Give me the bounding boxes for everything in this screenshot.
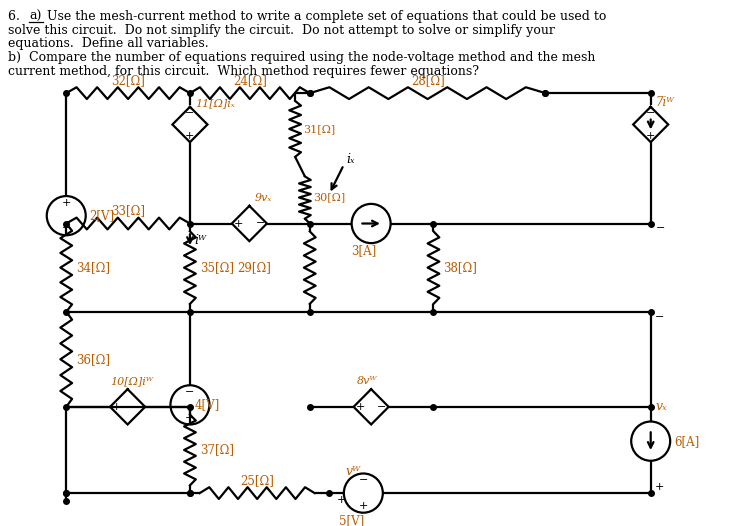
Text: +: + [356,402,365,412]
Text: −: − [134,402,143,412]
Text: 31[Ω]: 31[Ω] [303,124,335,134]
Text: 3[A]: 3[A] [351,245,376,257]
Text: 29[Ω]: 29[Ω] [237,261,271,274]
Text: equations.  Define all variables.: equations. Define all variables. [7,37,208,50]
Text: +: + [185,132,195,141]
Text: −: − [62,224,71,234]
Text: 2[V]: 2[V] [90,209,115,222]
Text: 7iᵂ: 7iᵂ [656,96,674,109]
Text: 6.: 6. [7,10,28,23]
Text: 25[Ω]: 25[Ω] [240,474,274,487]
Text: +: + [185,412,195,422]
Text: 4[V]: 4[V] [195,398,220,411]
Text: 36[Ω]: 36[Ω] [76,353,110,366]
Text: vₓ: vₓ [656,400,667,413]
Text: −: − [656,224,665,234]
Text: +: + [112,402,122,412]
Text: solve this circuit.  Do not simplify the circuit.  Do not attempt to solve or si: solve this circuit. Do not simplify the … [7,24,555,36]
Text: −: − [185,108,195,118]
Text: +: + [359,501,368,511]
Text: 6[A]: 6[A] [674,434,699,448]
Text: −: − [377,402,386,412]
Text: −: − [359,476,368,485]
Text: +: + [234,218,243,228]
Text: vᵂ: vᵂ [346,465,361,478]
Text: 28[Ω]: 28[Ω] [411,74,445,87]
Text: 32[Ω]: 32[Ω] [111,74,145,87]
Text: 5[V]: 5[V] [339,514,364,526]
Text: 38[Ω]: 38[Ω] [443,261,477,274]
Text: +: + [337,495,347,505]
Text: 9vₓ: 9vₓ [254,193,272,203]
Text: 10[Ω]iᵂ: 10[Ω]iᵂ [110,376,153,386]
Text: −: − [654,311,664,321]
Text: 30[Ω]: 30[Ω] [313,193,345,203]
Text: Use the mesh-current method to write a complete set of equations that could be u: Use the mesh-current method to write a c… [43,10,606,23]
Text: 34[Ω]: 34[Ω] [76,261,110,274]
Text: 24[Ω]: 24[Ω] [233,74,267,87]
Text: 11[Ω]iₓ: 11[Ω]iₓ [195,98,234,108]
Text: iᵂ: iᵂ [195,234,207,247]
Text: −: − [185,387,195,397]
Text: a): a) [29,10,42,23]
Text: +: + [654,482,664,492]
Text: +: + [62,198,71,208]
Text: 35[Ω]: 35[Ω] [200,261,233,274]
Text: 33[Ω]: 33[Ω] [111,204,145,217]
Text: +: + [646,132,656,141]
Text: 37[Ω]: 37[Ω] [200,443,233,457]
Text: 8vᵂ: 8vᵂ [357,376,377,386]
Text: current method, for this circuit.  Which method requires fewer equations?: current method, for this circuit. Which … [7,65,479,78]
Text: iₓ: iₓ [347,153,355,166]
Text: −: − [255,218,265,228]
Text: −: − [646,108,656,118]
Text: b)  Compare the number of equations required using the node-voltage method and t: b) Compare the number of equations requi… [7,51,595,64]
